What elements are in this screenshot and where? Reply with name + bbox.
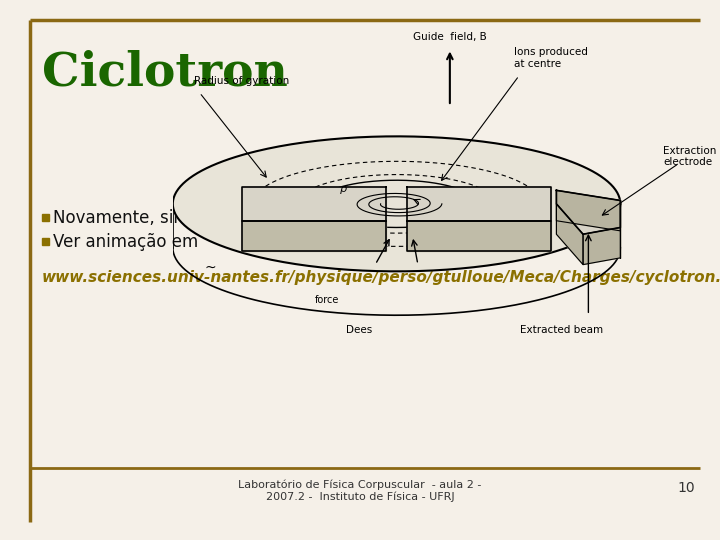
Text: force: force [315,295,340,305]
Text: Laboratório de Física Corpuscular  - aula 2 -: Laboratório de Física Corpuscular - aula… [238,480,482,490]
Polygon shape [583,227,621,265]
Text: Dees: Dees [346,325,372,335]
Polygon shape [557,191,621,234]
Text: $\rho$: $\rho$ [339,184,348,197]
Text: Ciclotron: Ciclotron [42,50,288,96]
Polygon shape [557,204,583,265]
Text: Ver animação em: Ver animação em [53,233,198,251]
Text: 10: 10 [678,481,695,495]
Polygon shape [408,187,551,221]
Text: www.sciences.univ-nantes.fr/physique/perso/gtulloue/Meca/Charges/cyclotron.html: www.sciences.univ-nantes.fr/physique/per… [42,270,720,285]
Text: Radius of gyration: Radius of gyration [194,76,289,86]
Polygon shape [242,187,386,221]
Polygon shape [408,221,551,251]
Bar [42,214,49,221]
Text: Guide  field, B: Guide field, B [413,32,487,42]
Text: Extracted beam: Extracted beam [520,325,603,335]
Text: ~: ~ [204,261,216,275]
Polygon shape [242,221,386,251]
Text: Ions produced
at centre: Ions produced at centre [514,47,588,69]
Bar [42,238,49,245]
Text: Extraction
electrode: Extraction electrode [663,146,716,167]
Text: Novamente, sincronização!: Novamente, sincronização! [53,209,279,227]
Polygon shape [557,191,621,231]
Text: 2007.2 -  Instituto de Física - UFRJ: 2007.2 - Instituto de Física - UFRJ [266,492,454,503]
Polygon shape [173,137,621,271]
